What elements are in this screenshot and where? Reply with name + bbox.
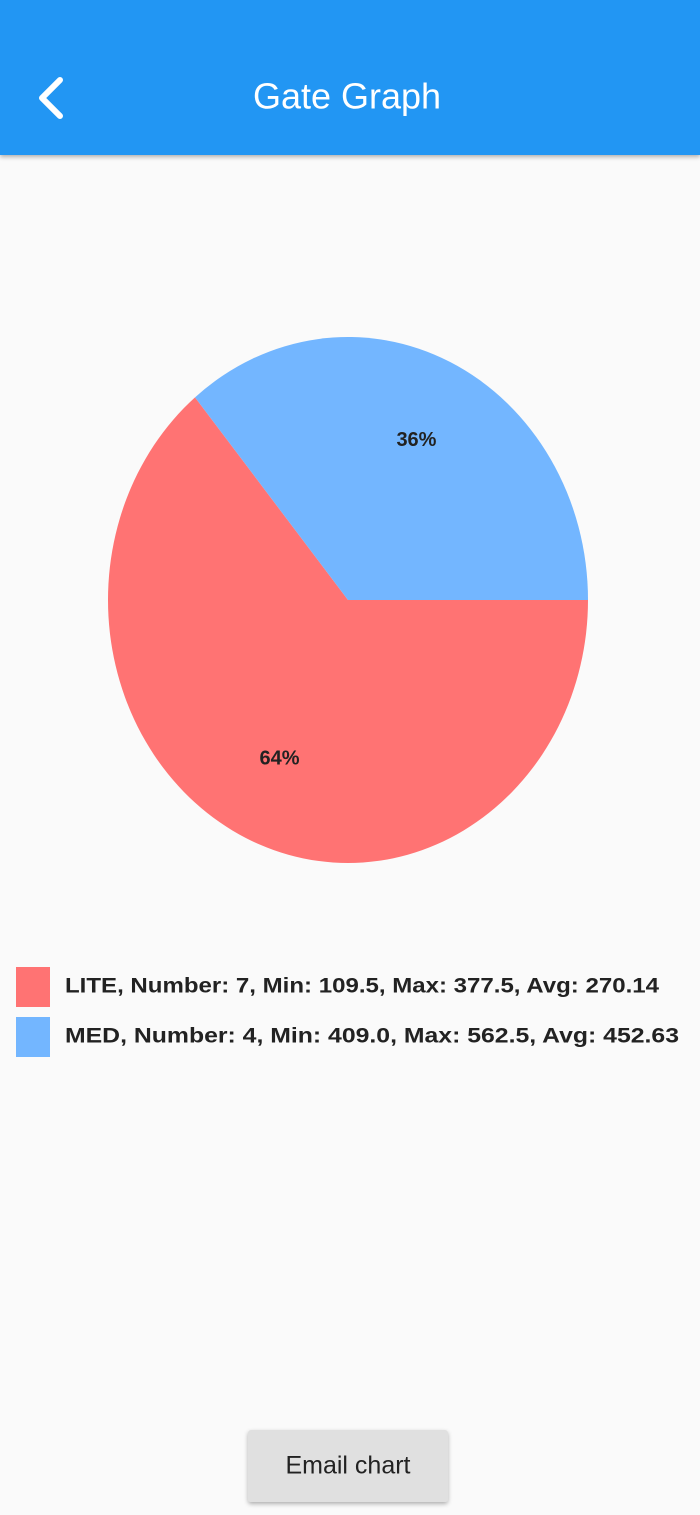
- email-button[interactable]: Email chart: [248, 1430, 448, 1502]
- legend-swatch: [16, 1017, 50, 1057]
- button-background[interactable]: [248, 1430, 448, 1502]
- pie-slice: [195, 336, 588, 600]
- pie-chart: 64% 36%: [107, 336, 588, 863]
- legend-label: LITE, Number: 7, Min: 109.5, Max: 377.5,…: [65, 975, 659, 998]
- app-bar: [0, 0, 700, 155]
- legend-label: MED, Number: 4, Min: 409.0, Max: 562.5, …: [65, 1025, 679, 1048]
- slice-label: 64%: [260, 748, 300, 770]
- screen-title: Gate Graph: [253, 76, 441, 117]
- legend-swatch: [16, 967, 50, 1007]
- pie-slice: [107, 397, 588, 863]
- legend: LITE, Number: 7, Min: 109.5, Max: 377.5,…: [16, 967, 679, 1057]
- back-button[interactable]: [39, 77, 63, 119]
- button-label[interactable]: Email chart: [285, 1452, 410, 1480]
- slice-label: 36%: [396, 429, 436, 451]
